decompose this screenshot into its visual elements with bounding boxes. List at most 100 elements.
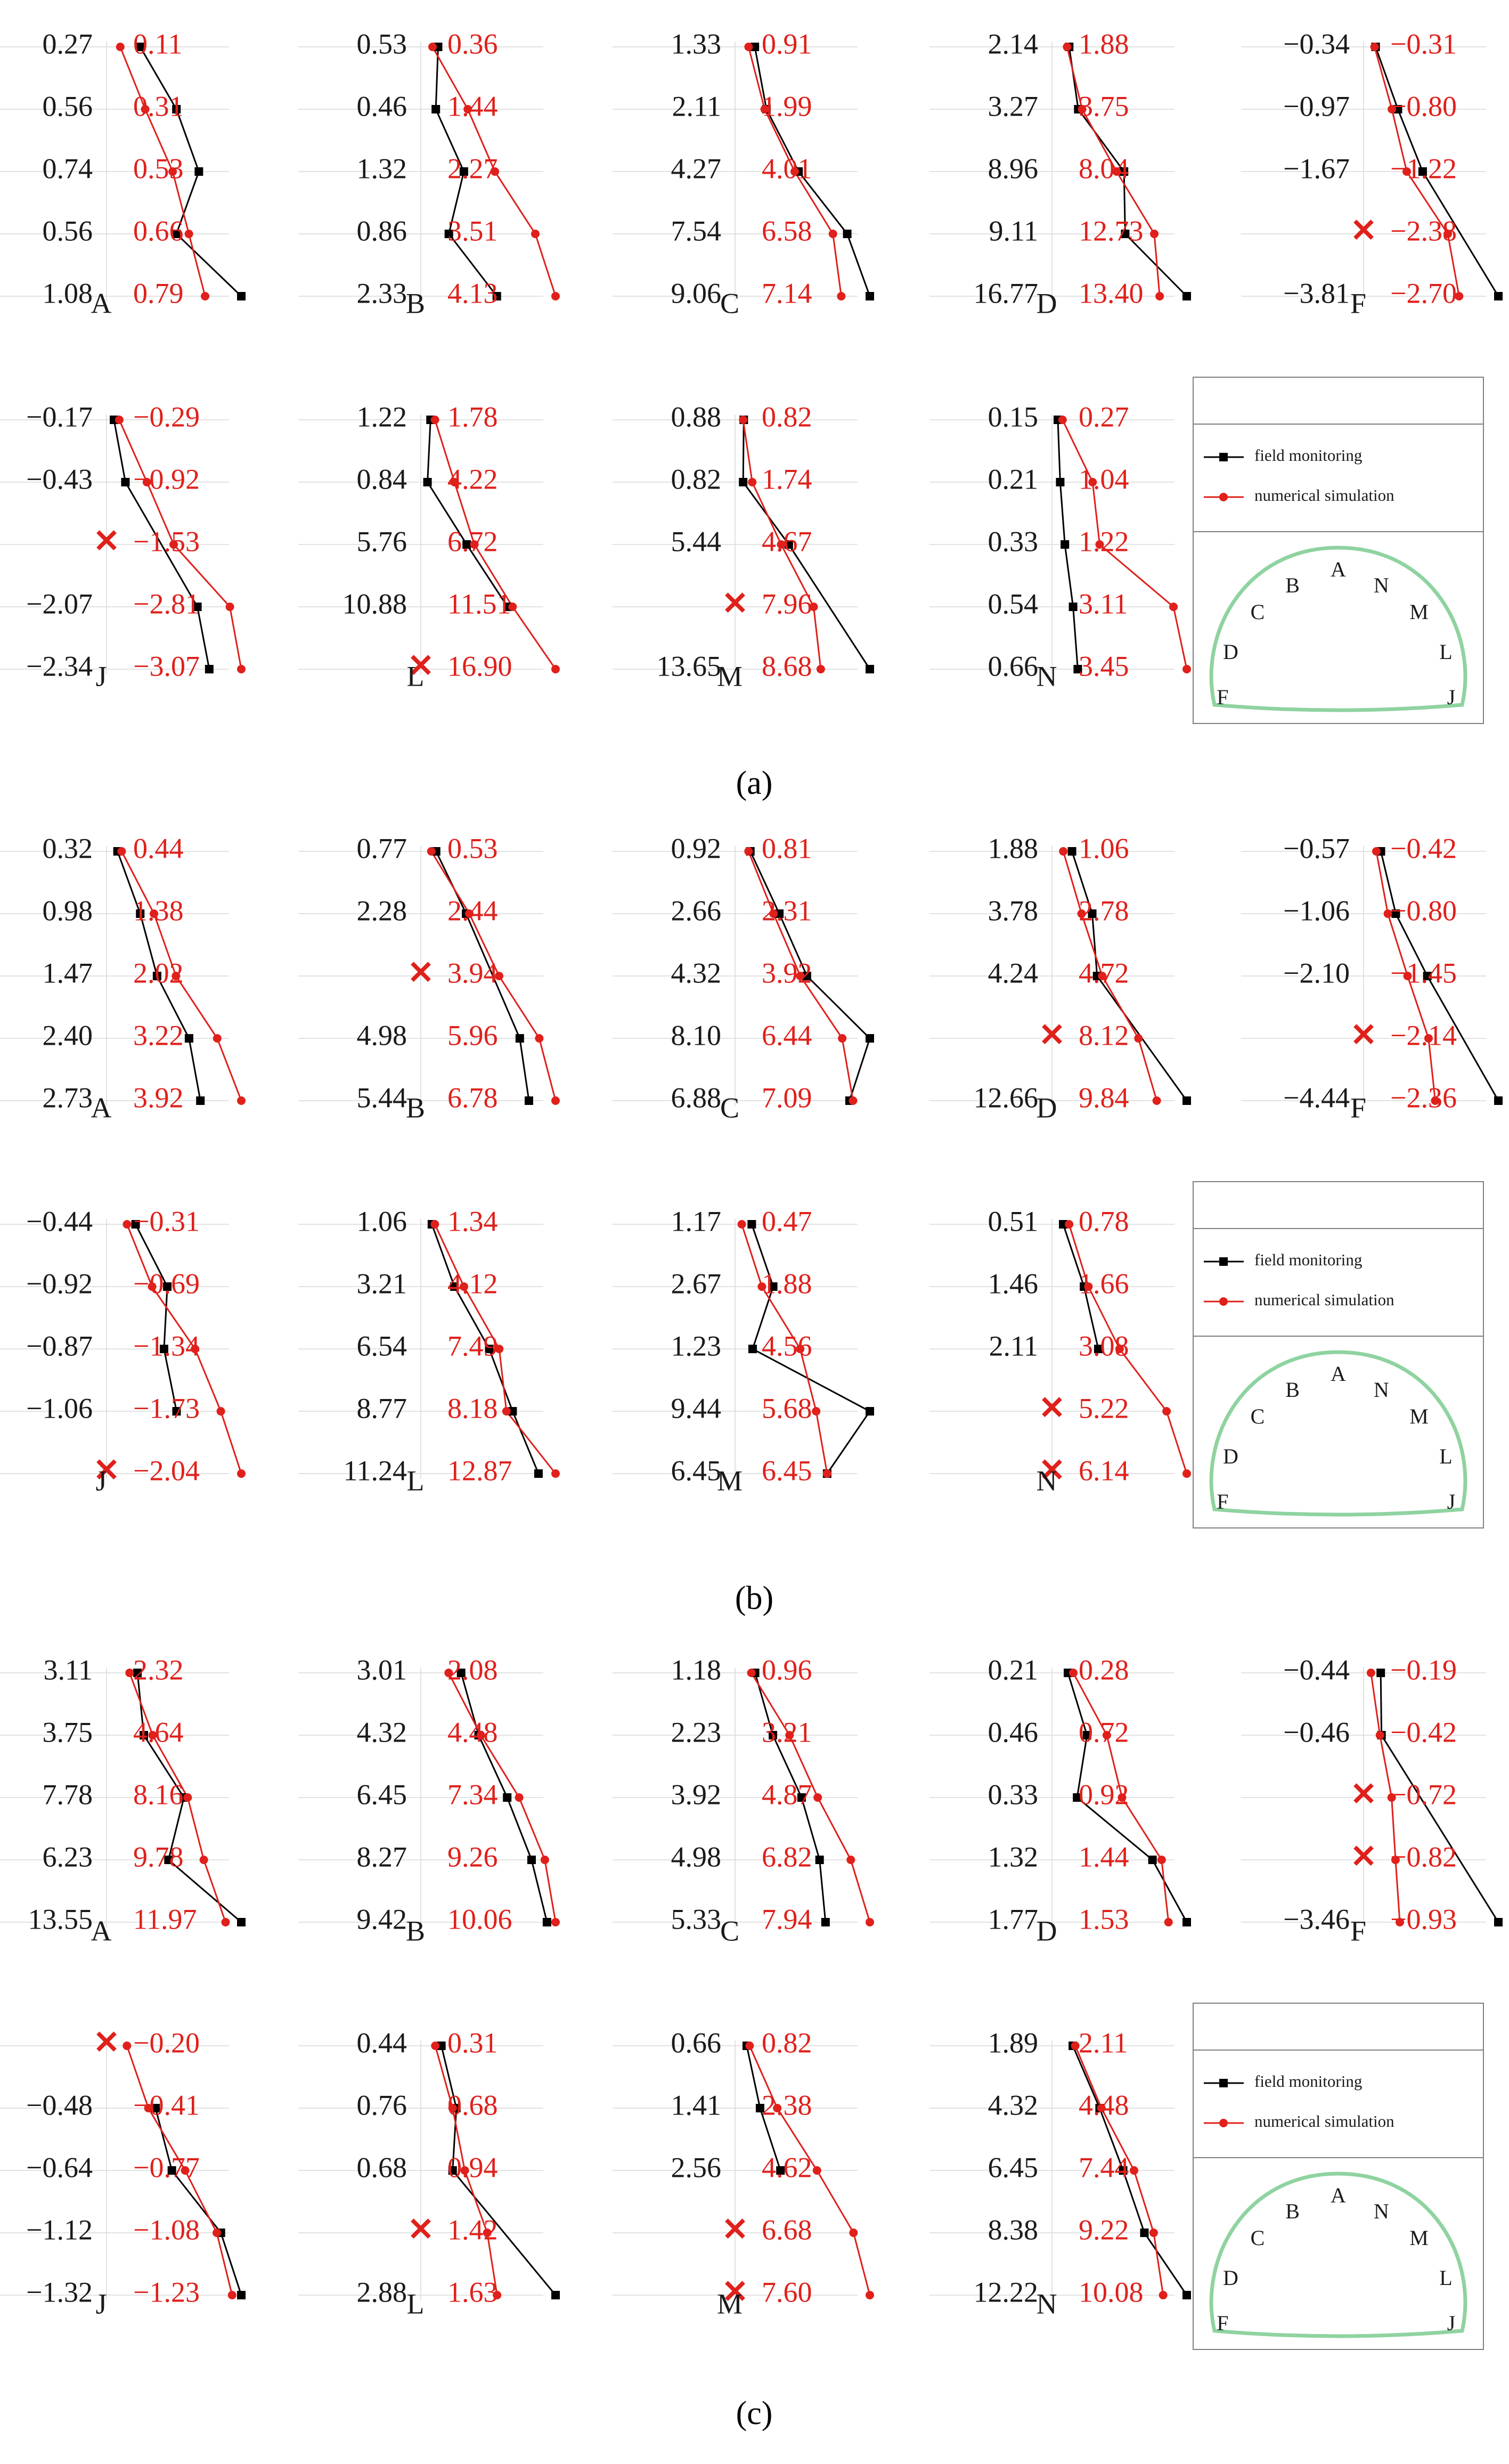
field-value-label: 8.27: [357, 1841, 407, 1873]
field-monitoring-marker: [515, 1034, 524, 1043]
field-value-label: 10.88: [342, 588, 407, 620]
numerical-simulation-marker: [1059, 847, 1068, 856]
part-label: (c): [736, 2395, 773, 2432]
field-value-label: −0.17: [26, 401, 93, 433]
field-value-label: 0.77: [357, 832, 407, 864]
field-monitoring-line: [441, 2045, 557, 2296]
field-value-label: −0.44: [1283, 1654, 1350, 1686]
field-monitoring-marker: [423, 478, 432, 486]
field-monitoring-marker: [1418, 167, 1427, 176]
simulation-value-label: 0.47: [762, 1205, 812, 1237]
field-monitoring-marker: [140, 1731, 149, 1739]
field-value-label: 0.84: [357, 463, 407, 495]
section-point-label: N: [1374, 2199, 1389, 2223]
panel-c-L: 0.440.760.68✕2.880.310.680.941.421.63L: [298, 2027, 560, 2320]
missing-marker: ✕: [1350, 213, 1377, 248]
simulation-value-label: 4.87: [762, 1778, 812, 1810]
simulation-value-label: 4.48: [1079, 2089, 1129, 2121]
simulation-value-label: 4.64: [133, 1716, 184, 1748]
legend-marker-simulation: [1219, 493, 1228, 501]
numerical-simulation-marker: [427, 847, 436, 856]
field-value-label: 11.24: [344, 1454, 407, 1486]
simulation-value-label: 4.12: [447, 1267, 498, 1299]
field-value-label: −0.57: [1283, 832, 1350, 864]
numerical-simulation-marker: [168, 167, 177, 176]
field-value-label: 5.76: [357, 525, 407, 557]
numerical-simulation-marker: [1118, 1793, 1127, 1802]
field-monitoring-marker: [769, 1282, 778, 1291]
field-value-label: 0.15: [988, 401, 1039, 433]
field-value-label: 4.24: [988, 957, 1039, 989]
numerical-simulation-marker: [1169, 603, 1178, 611]
panel-point-label: B: [406, 1915, 425, 1947]
numerical-simulation-marker: [123, 2042, 132, 2050]
field-value-label: 3.92: [671, 1778, 722, 1810]
numerical-simulation-marker: [1431, 1096, 1440, 1105]
field-value-label: 2.40: [43, 1019, 93, 1051]
simulation-value-label: 4.48: [447, 1716, 498, 1748]
field-value-label: 8.96: [988, 152, 1039, 184]
field-value-label: 0.21: [988, 1654, 1039, 1686]
simulation-value-label: 0.28: [1079, 1654, 1129, 1686]
section-point-label: A: [1331, 1362, 1346, 1386]
field-monitoring-marker: [1073, 1793, 1082, 1802]
field-value-label: 6.88: [671, 1081, 722, 1113]
field-monitoring-marker: [167, 2166, 176, 2175]
simulation-value-label: 0.53: [447, 832, 498, 864]
numerical-simulation-marker: [822, 1469, 831, 1478]
section-point-label: M: [1409, 2226, 1429, 2250]
field-monitoring-marker: [1061, 540, 1070, 549]
panel-c-N: 1.89 4.32 6.45 8.38 12.22 2.11 4.48 7.44 9.22 10.…: [929, 2027, 1191, 2320]
field-monitoring-marker: [444, 230, 453, 238]
numerical-simulation-marker: [837, 292, 846, 300]
missing-marker: ✕: [407, 2212, 434, 2247]
simulation-value-label: 2.38: [762, 2089, 812, 2121]
field-value-label: 2.33: [357, 277, 407, 309]
field-value-label: 0.32: [43, 832, 93, 864]
field-monitoring-marker: [1182, 1918, 1191, 1926]
numerical-simulation-marker: [1069, 1669, 1078, 1677]
numerical-simulation-marker: [1182, 665, 1191, 673]
field-value-label: 3.11: [44, 1654, 93, 1686]
numerical-simulation-marker: [213, 1034, 222, 1043]
simulation-value-label: −0.31: [133, 1205, 200, 1237]
field-value-label: 0.76: [357, 2089, 407, 2121]
simulation-value-label: 9.84: [1079, 1081, 1129, 1113]
field-value-label: 1.32: [988, 1841, 1039, 1873]
simulation-value-label: 1.78: [447, 401, 498, 433]
panel-a-J: −0.17 −0.43✕−2.07 −2.34 −0.29 −0.92 −1.53 −2.8…: [0, 401, 246, 692]
missing-marker: ✕: [93, 524, 120, 559]
numerical-simulation-marker: [515, 1793, 524, 1802]
field-value-label: 5.44: [357, 1081, 407, 1113]
panel-point-label: L: [407, 2288, 425, 2320]
numerical-simulation-marker: [1159, 2291, 1168, 2299]
simulation-value-label: 2.08: [447, 1654, 498, 1686]
simulation-value-label: 7.44: [1079, 2151, 1129, 2183]
simulation-value-label: 0.11: [133, 28, 183, 60]
simulation-value-label: 0.91: [762, 28, 812, 60]
field-value-label: 0.33: [988, 525, 1039, 557]
numerical-simulation-marker: [551, 1918, 560, 1926]
field-monitoring-marker: [843, 230, 852, 238]
field-value-label: 1.23: [671, 1330, 722, 1362]
field-value-label: 0.88: [671, 401, 722, 433]
simulation-value-label: −0.69: [133, 1267, 200, 1299]
simulation-value-label: 9.22: [1079, 2214, 1129, 2246]
field-monitoring-marker: [751, 43, 760, 51]
numerical-simulation-marker: [181, 2166, 190, 2175]
simulation-value-label: 7.34: [447, 1778, 498, 1810]
field-value-label: −1.06: [26, 1392, 93, 1424]
numerical-simulation-marker: [495, 1345, 504, 1353]
simulation-value-label: 2.11: [1079, 2027, 1128, 2059]
numerical-simulation-marker: [816, 665, 825, 673]
numerical-simulation-marker: [123, 1220, 132, 1229]
simulation-value-label: −2.04: [133, 1454, 200, 1486]
numerical-simulation-marker: [828, 230, 837, 238]
field-monitoring-marker: [1423, 972, 1432, 980]
field-value-label: −2.10: [1283, 957, 1350, 989]
numerical-simulation-marker: [739, 416, 748, 424]
field-monitoring-marker: [503, 1793, 512, 1802]
field-monitoring-marker: [172, 230, 181, 238]
field-value-label: −0.44: [26, 1205, 93, 1237]
panel-point-label: B: [406, 1092, 425, 1124]
